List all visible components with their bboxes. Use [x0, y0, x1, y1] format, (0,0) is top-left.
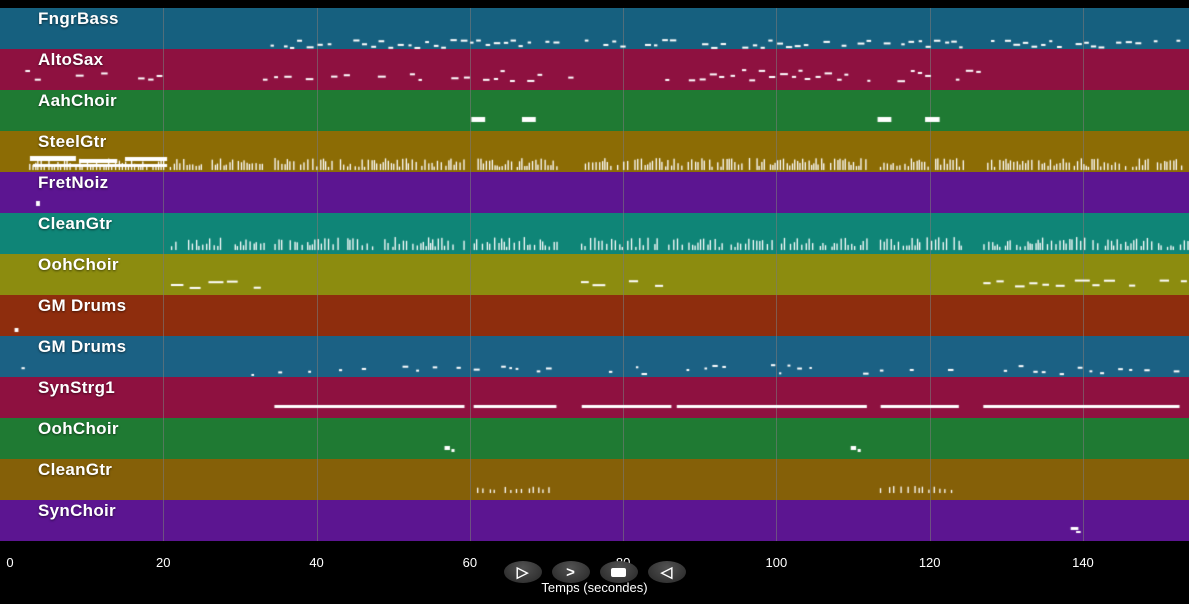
track-row[interactable]: OohChoir: [0, 254, 1189, 295]
gridline: [469, 8, 471, 541]
track-label: FngrBass: [38, 9, 119, 28]
track-label: CleanGtr: [38, 460, 113, 479]
axis-tick-label: 140: [1072, 555, 1094, 570]
track-row[interactable]: GM Drums: [0, 295, 1189, 336]
axis-tick-label: 20: [156, 555, 171, 570]
track-row[interactable]: FngrBass: [0, 8, 1189, 49]
track-label: SynStrg1: [38, 378, 116, 397]
track-label: OohChoir: [38, 255, 119, 274]
axis-tick-label: 0: [6, 555, 14, 570]
track-area: FngrBass AltoSax AahChoir SteelGtr FretNoiz C…: [0, 8, 1189, 541]
axis-tick-label: 100: [765, 555, 788, 570]
track-row[interactable]: SteelGtr: [0, 131, 1189, 172]
track-row[interactable]: AahChoir: [0, 90, 1189, 131]
track-row[interactable]: AltoSax: [0, 49, 1189, 90]
track-row[interactable]: CleanGtr: [0, 459, 1189, 500]
track-label: AltoSax: [38, 50, 104, 69]
axis-tick-label: 120: [918, 555, 941, 570]
track-row[interactable]: SynStrg1: [0, 377, 1189, 418]
track-label: SteelGtr: [38, 132, 107, 151]
fast-forward-icon: >: [566, 563, 575, 581]
track-label: AahChoir: [38, 91, 117, 110]
gridline: [623, 8, 625, 541]
track-label: FretNoiz: [38, 173, 109, 192]
stop-icon: [611, 567, 626, 577]
gridline: [1082, 8, 1084, 541]
axis-tick-label: 40: [309, 555, 324, 570]
track-row[interactable]: FretNoiz: [0, 172, 1189, 213]
gridline: [163, 8, 165, 541]
track-label: GM Drums: [38, 296, 127, 315]
track-row[interactable]: OohChoir: [0, 418, 1189, 459]
track-label: OohChoir: [38, 419, 119, 438]
axis-tick-label: 60: [462, 555, 478, 570]
play-button[interactable]: ▷: [503, 561, 542, 583]
track-label: SynChoir: [38, 501, 116, 520]
time-axis-label: Temps (secondes): [541, 580, 648, 595]
track-label: CleanGtr: [38, 214, 113, 233]
transport-controls: ▷ > ◁: [503, 561, 686, 583]
gridline: [929, 8, 931, 541]
gridline: [776, 8, 778, 541]
track-label: GM Drums: [38, 337, 127, 356]
play-icon: ▷: [516, 563, 529, 581]
forward-button[interactable]: >: [551, 561, 590, 583]
gridline: [316, 8, 318, 541]
stop-button[interactable]: [599, 561, 638, 583]
back-button[interactable]: ◁: [647, 561, 686, 583]
track-row[interactable]: GM Drums: [0, 336, 1189, 377]
track-row[interactable]: SynChoir: [0, 500, 1189, 541]
track-row[interactable]: CleanGtr: [0, 213, 1189, 254]
rewind-icon: ◁: [660, 563, 673, 581]
time-axis: 140120100806040200 Temps (secondes) ▷>◁: [0, 541, 1189, 604]
